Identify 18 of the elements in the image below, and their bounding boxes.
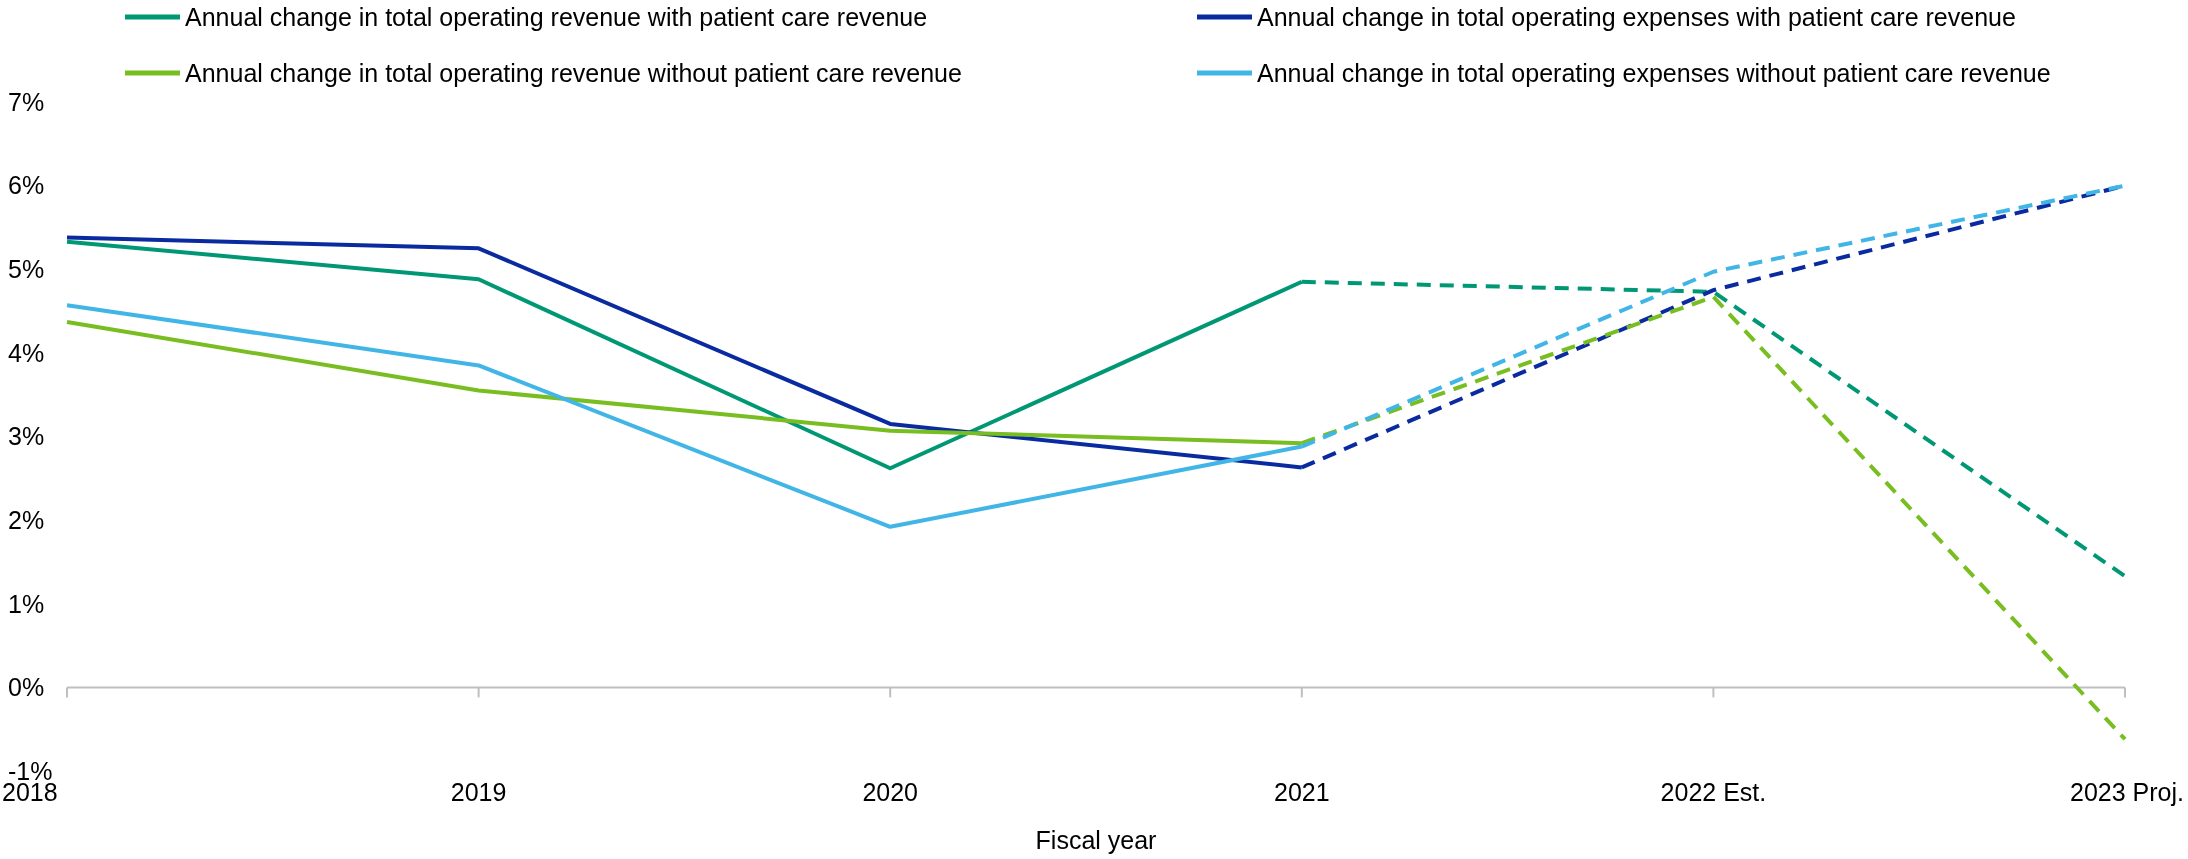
y-tick-label: 4% [8, 338, 45, 367]
y-tick-label: 1% [8, 589, 45, 618]
y-tick-label: 5% [8, 255, 45, 283]
x-tick-label: 2023 Proj. [2070, 778, 2184, 806]
x-tick-label: 2020 [862, 778, 919, 806]
x-axis-title: Fiscal year [1035, 826, 1157, 854]
y-tick-label: 6% [8, 171, 45, 200]
legend-label: Annual change in total operating revenue with patient care revenue [185, 2, 928, 31]
y-tick-label: 0% [8, 673, 45, 702]
x-tick-label: 2022 Est. [1660, 778, 1767, 806]
x-tick-label: 2021 [1273, 778, 1330, 806]
x-tick-label: 2019 [450, 778, 507, 806]
legend-label: Annual change in total operating expenses without patient care revenue [1257, 58, 2051, 87]
y-tick-label: 3% [8, 422, 45, 451]
y-tick-label: 2% [8, 505, 45, 534]
legend-label: Annual change in total operating revenue without patient care revenue [185, 58, 962, 87]
legend-label: Annual change in total operating expenses with patient care revenue [1257, 2, 2016, 31]
y-tick-label: 7% [8, 87, 45, 116]
